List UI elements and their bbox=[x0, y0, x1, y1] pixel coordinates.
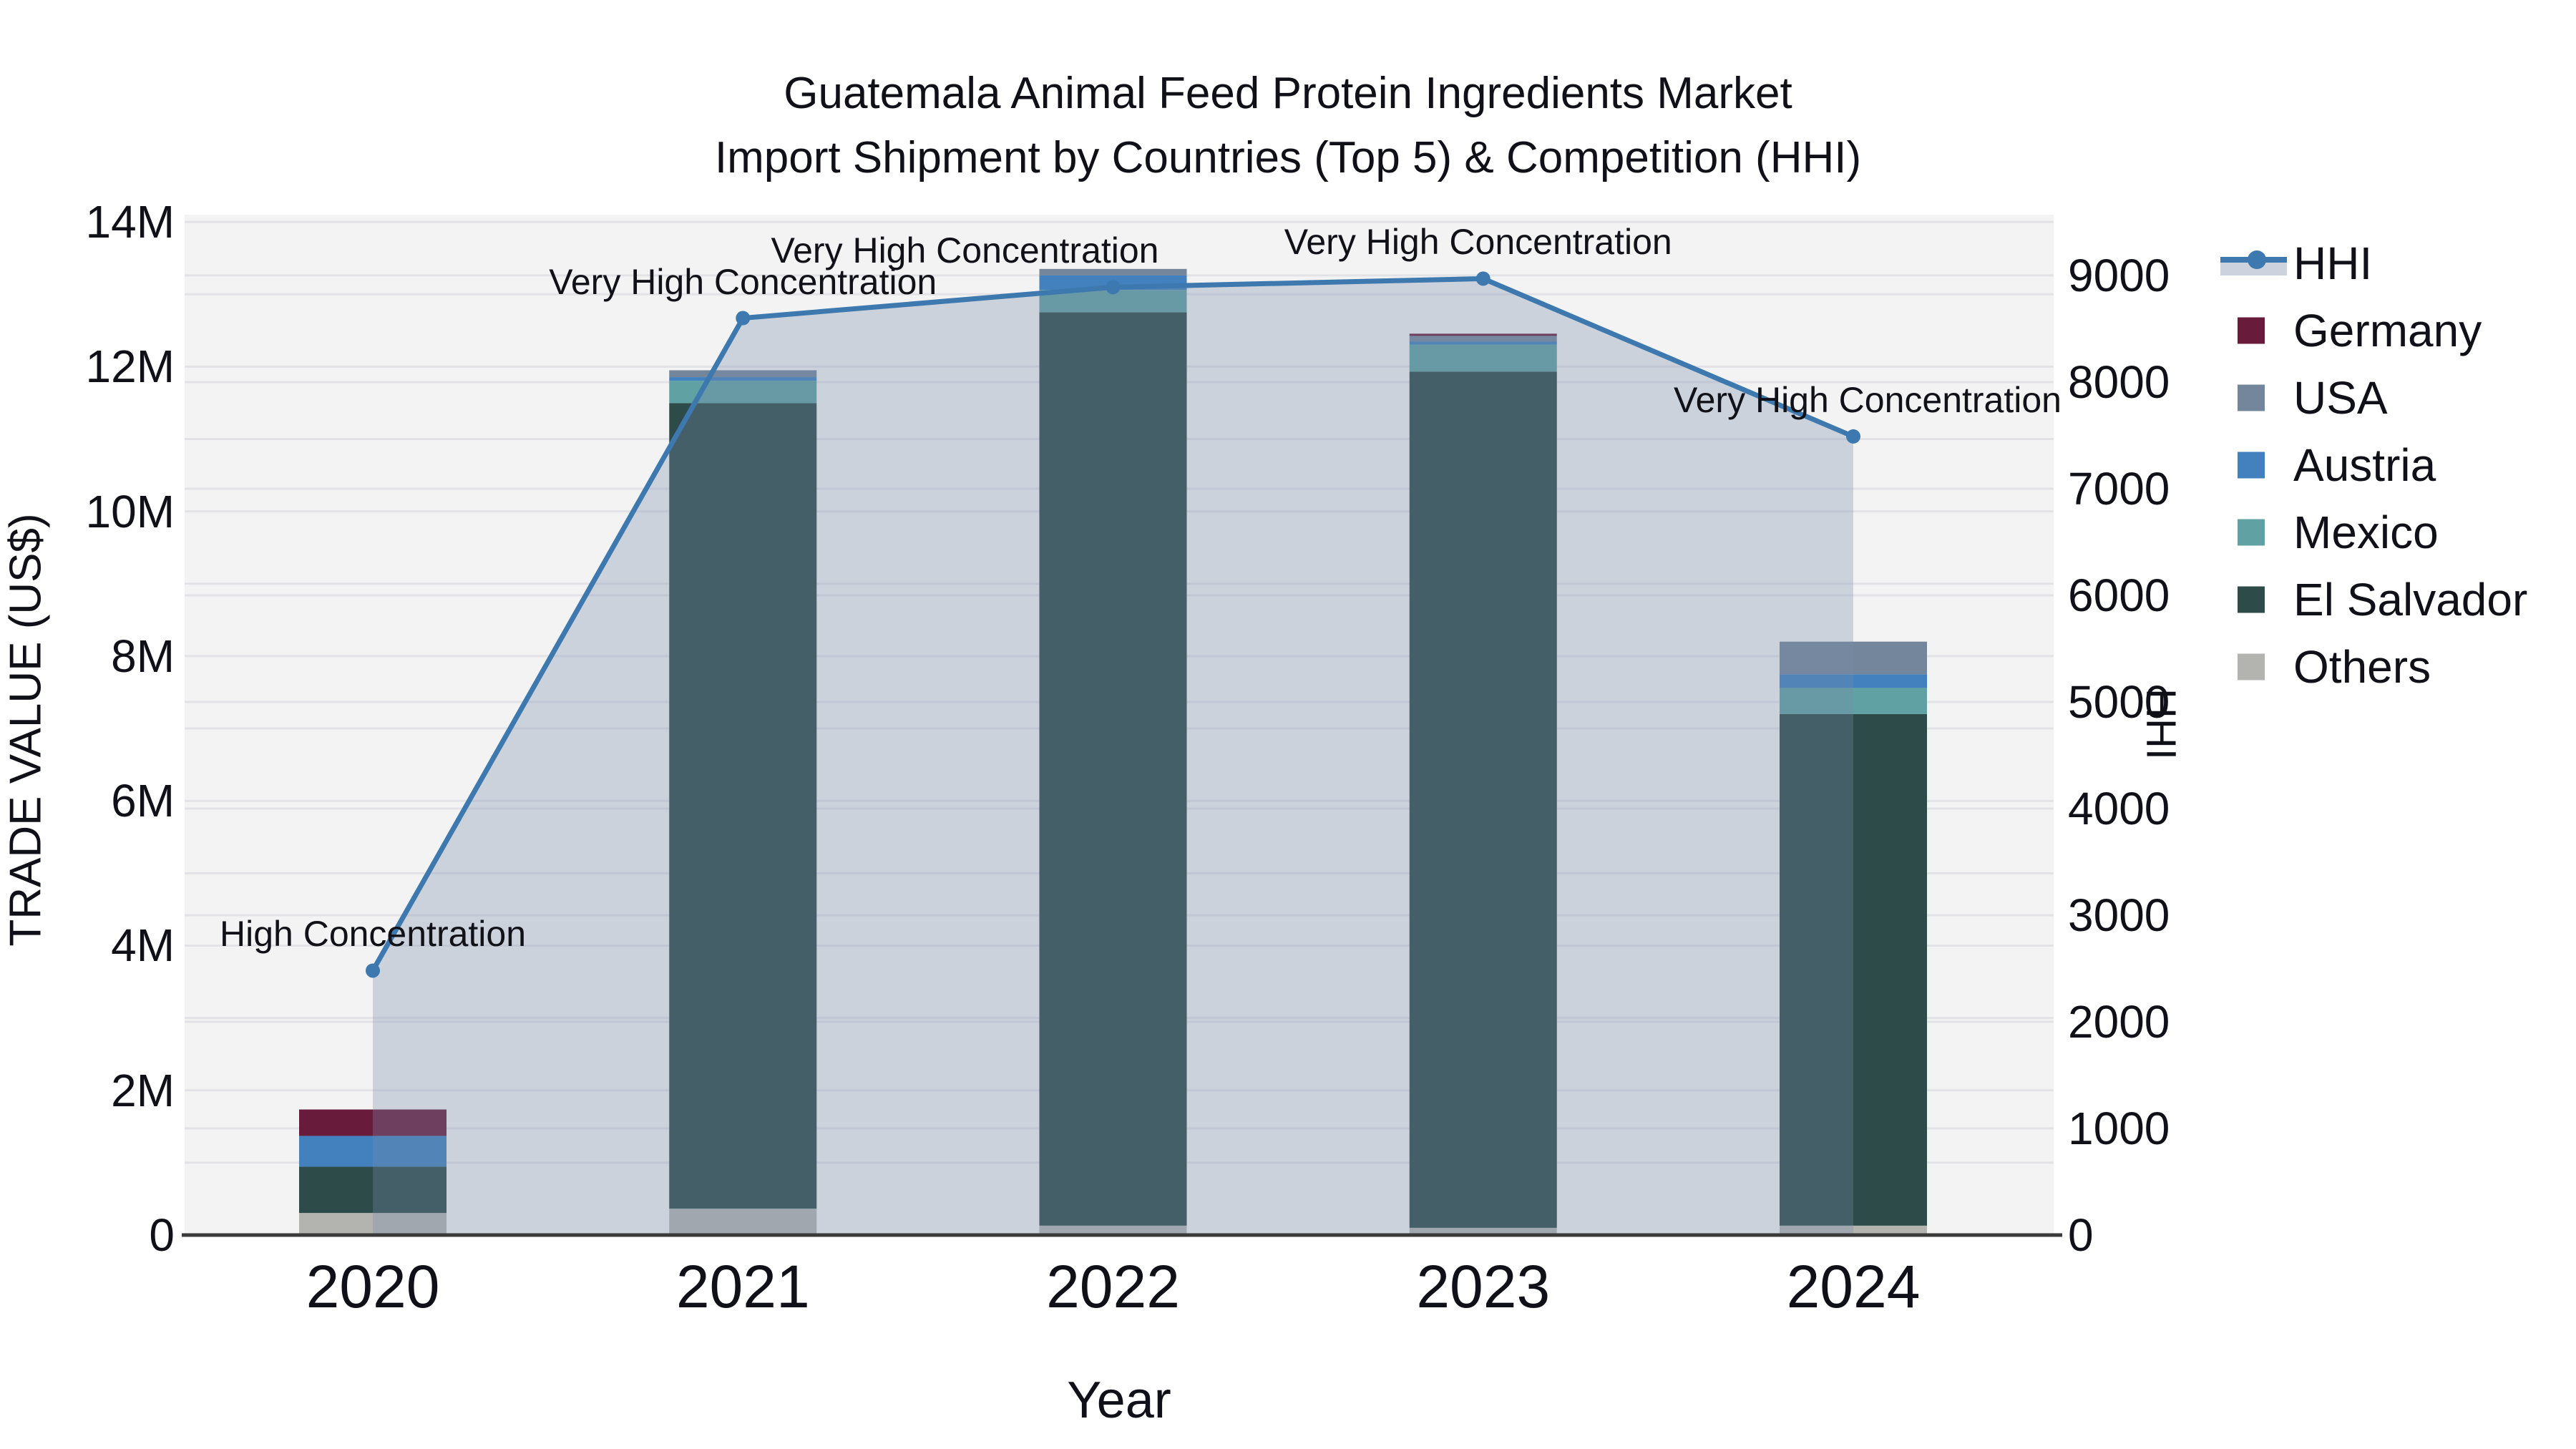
x-tick-2022: 2022 bbox=[1046, 1253, 1180, 1320]
legend-label-el-salvador: El Salvador bbox=[2293, 574, 2528, 625]
bar-others-2024[interactable] bbox=[1780, 1225, 1927, 1235]
others-color-swatch bbox=[2238, 653, 2265, 680]
hhi-marker-2022[interactable] bbox=[1106, 280, 1121, 295]
legend-item-austria[interactable]: Austria bbox=[2220, 431, 2527, 499]
mexico-legend-symbol-swatch-icon bbox=[2220, 499, 2293, 566]
y-tick-left-2M: 2M bbox=[111, 1064, 175, 1116]
hhi-marker-2024[interactable] bbox=[1846, 429, 1860, 444]
hhi-marker-dot bbox=[2248, 250, 2266, 269]
legend-label-mexico: Mexico bbox=[2293, 507, 2439, 558]
annotation-2021: Very High Concentration bbox=[549, 261, 937, 302]
bar-austria-2023[interactable] bbox=[1409, 341, 1557, 345]
bar-mexico-2023[interactable] bbox=[1409, 344, 1557, 372]
austria-legend-symbol-swatch-icon bbox=[2220, 431, 2293, 499]
bar-others-2021[interactable] bbox=[669, 1209, 817, 1235]
usa-color-swatch bbox=[2238, 384, 2265, 411]
y-tick-left-0: 0 bbox=[149, 1209, 175, 1261]
y-tick-right-4000: 4000 bbox=[2068, 782, 2170, 834]
legend-item-usa[interactable]: USA bbox=[2220, 364, 2527, 431]
y-tick-right-7000: 7000 bbox=[2068, 462, 2170, 514]
austria-color-swatch bbox=[2238, 452, 2265, 479]
legend-item-others[interactable]: Others bbox=[2220, 633, 2527, 701]
y-tick-right-1000: 1000 bbox=[2068, 1102, 2170, 1154]
bar-usa-2021[interactable] bbox=[669, 370, 817, 378]
germany-legend-symbol-swatch-icon bbox=[2220, 297, 2293, 364]
y-tick-right-8000: 8000 bbox=[2068, 356, 2170, 408]
hhi-marker-2021[interactable] bbox=[736, 311, 751, 326]
bar-germany-2023[interactable] bbox=[1409, 333, 1557, 336]
chart-title-line2: Import Shipment by Countries (Top 5) & C… bbox=[714, 133, 1862, 182]
y-tick-left-10M: 10M bbox=[85, 485, 175, 537]
bar-el-salvador-2022[interactable] bbox=[1039, 312, 1187, 1226]
legend-item-mexico[interactable]: Mexico bbox=[2220, 499, 2527, 566]
y-tick-left-4M: 4M bbox=[111, 919, 175, 972]
y-tick-left-6M: 6M bbox=[111, 775, 175, 827]
annotation-2020: High Concentration bbox=[219, 914, 527, 955]
x-tick-2023: 2023 bbox=[1416, 1253, 1551, 1320]
bar-austria-2020[interactable] bbox=[299, 1136, 447, 1167]
x-tick-2024: 2024 bbox=[1786, 1253, 1921, 1320]
bar-el-salvador-2021[interactable] bbox=[669, 403, 817, 1209]
x-tick-2021: 2021 bbox=[675, 1253, 810, 1320]
legend-item-germany[interactable]: Germany bbox=[2220, 297, 2527, 364]
y-tick-right-6000: 6000 bbox=[2068, 569, 2170, 621]
bar-germany-2020[interactable] bbox=[299, 1109, 447, 1136]
y-tick-right-5000: 5000 bbox=[2068, 675, 2170, 728]
bar-el-salvador-2024[interactable] bbox=[1780, 713, 1927, 1226]
bar-others-2023[interactable] bbox=[1409, 1227, 1557, 1235]
y-tick-right-9000: 9000 bbox=[2068, 249, 2170, 301]
hhi-marker-2020[interactable] bbox=[366, 963, 380, 978]
x-axis-title: Year bbox=[1067, 1372, 1171, 1429]
bar-el-salvador-2023[interactable] bbox=[1409, 371, 1557, 1228]
bar-usa-2022[interactable] bbox=[1039, 268, 1187, 275]
legend-item-el-salvador[interactable]: El Salvador bbox=[2220, 566, 2527, 633]
bar-others-2022[interactable] bbox=[1039, 1225, 1187, 1235]
legend: HHI Germany USA Austria Mexico El Salvador Oth… bbox=[2220, 230, 2527, 701]
mexico-color-swatch bbox=[2238, 519, 2265, 546]
bar-usa-2023[interactable] bbox=[1409, 336, 1557, 342]
el-salvador-legend-symbol-swatch-icon bbox=[2220, 566, 2293, 633]
legend-label-austria: Austria bbox=[2293, 439, 2436, 491]
chart-title: Guatemala Animal Feed Protein Ingredient… bbox=[0, 62, 2576, 190]
y-tick-left-14M: 14M bbox=[85, 196, 175, 248]
annotation-2024: Very High Concentration bbox=[1674, 379, 2062, 420]
others-legend-symbol-swatch-icon bbox=[2220, 633, 2293, 701]
bar-mexico-2021[interactable] bbox=[669, 381, 817, 404]
bar-mexico-2024[interactable] bbox=[1780, 688, 1927, 714]
bar-others-2020[interactable] bbox=[299, 1213, 447, 1235]
legend-label-hhi: HHI bbox=[2293, 238, 2373, 289]
y-tick-left-8M: 8M bbox=[111, 630, 175, 682]
legend-label-usa: USA bbox=[2293, 372, 2388, 424]
y-tick-right-2000: 2000 bbox=[2068, 995, 2170, 1048]
usa-legend-symbol-swatch-icon bbox=[2220, 364, 2293, 431]
bar-austria-2024[interactable] bbox=[1780, 674, 1927, 688]
x-tick-2020: 2020 bbox=[306, 1253, 440, 1320]
el-salvador-color-swatch bbox=[2238, 586, 2265, 613]
germany-color-swatch bbox=[2238, 317, 2265, 344]
bar-usa-2024[interactable] bbox=[1780, 641, 1927, 675]
hhi-legend-symbol-line-icon bbox=[2220, 230, 2293, 297]
annotation-2023: Very High Concentration bbox=[1284, 222, 1672, 263]
chart-title-line1: Guatemala Animal Feed Protein Ingredient… bbox=[784, 69, 1792, 118]
y-axis-title-left: TRADE VALUE (US$) bbox=[1, 513, 51, 947]
annotation-2022: Very High Concentration bbox=[771, 230, 1159, 271]
bar-austria-2021[interactable] bbox=[669, 377, 817, 381]
y-tick-right-3000: 3000 bbox=[2068, 889, 2170, 941]
legend-item-hhi[interactable]: HHI bbox=[2220, 230, 2527, 297]
y-tick-right-0: 0 bbox=[2068, 1209, 2094, 1261]
hhi-marker-2023[interactable] bbox=[1475, 271, 1491, 286]
y-tick-left-12M: 12M bbox=[85, 341, 175, 393]
legend-label-germany: Germany bbox=[2293, 305, 2482, 356]
bar-el-salvador-2020[interactable] bbox=[299, 1166, 447, 1214]
hhi-area-fill bbox=[373, 278, 1853, 1235]
legend-label-others: Others bbox=[2293, 641, 2431, 693]
